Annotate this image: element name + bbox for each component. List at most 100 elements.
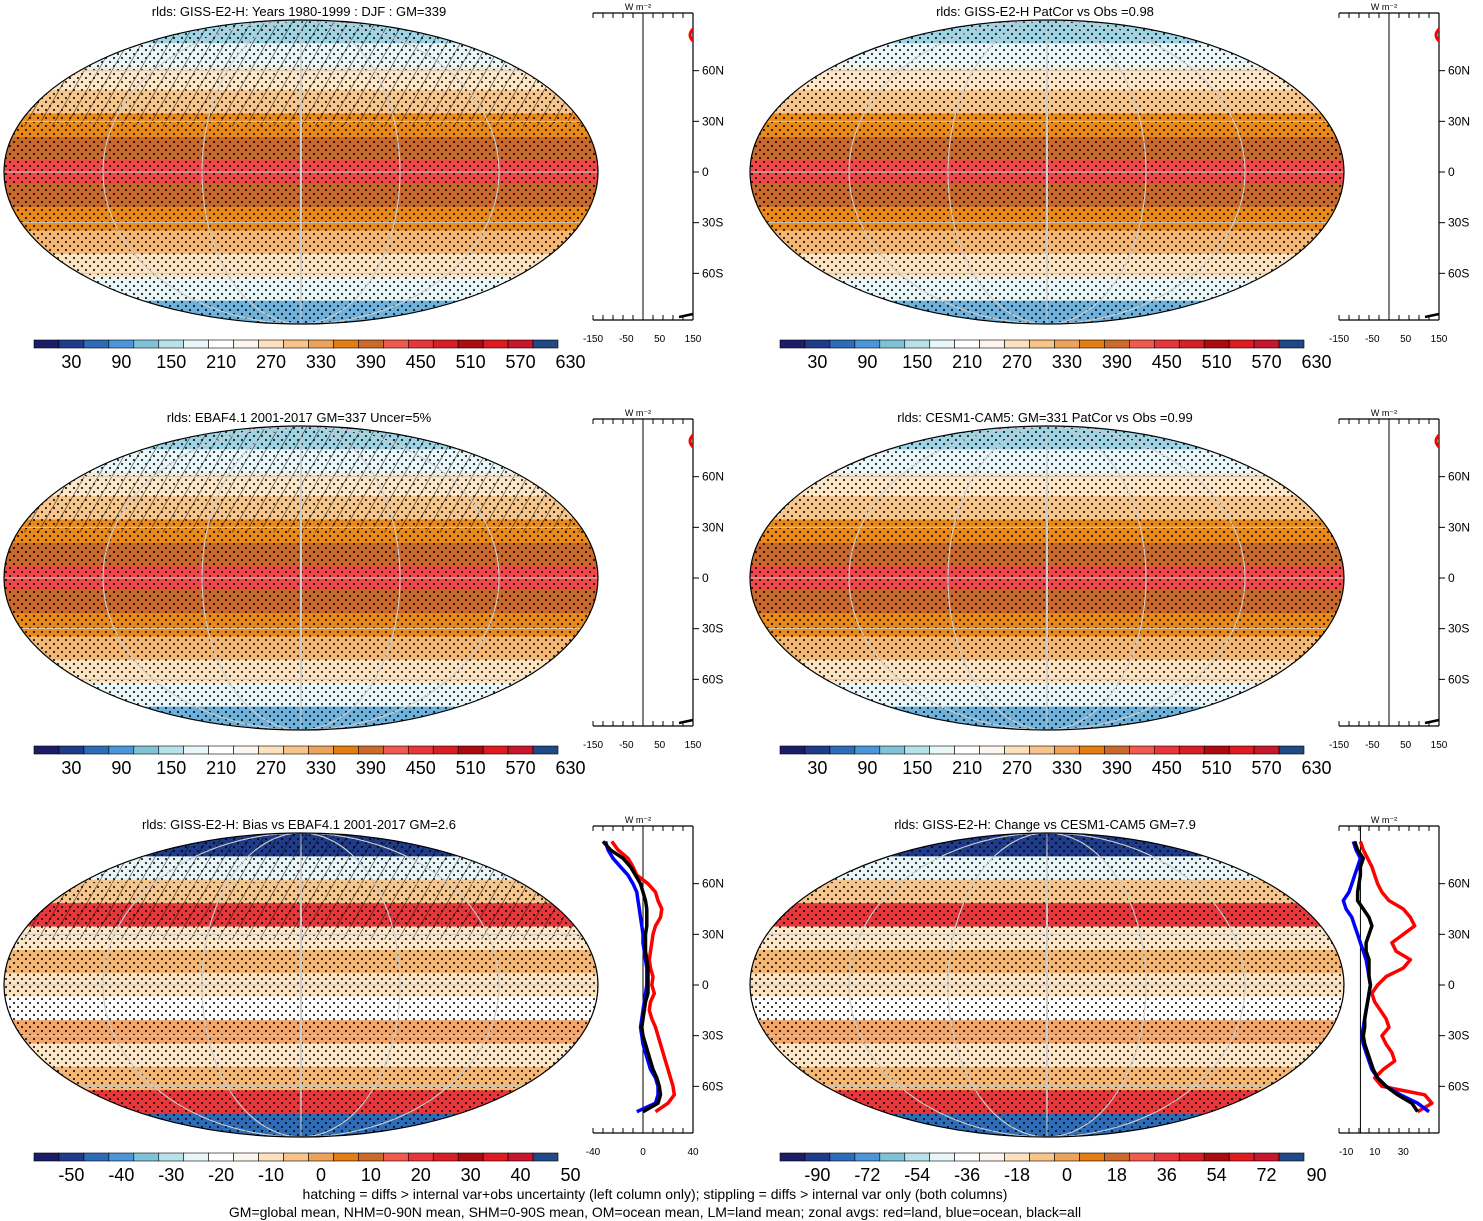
graticule-meridian xyxy=(102,20,500,324)
colorbar-swatch xyxy=(1079,745,1105,755)
colorbar-swatch xyxy=(1153,339,1180,349)
graticule-meridian xyxy=(848,833,1246,1137)
map-field xyxy=(4,426,598,730)
colorbar-swatch xyxy=(383,745,409,755)
lat-tick-label: 60N xyxy=(1448,64,1470,78)
map-field xyxy=(4,20,598,324)
zonal-unit-label: W m⁻² xyxy=(625,2,651,12)
colorbar-swatch xyxy=(208,745,234,755)
colorbar-swatch xyxy=(532,745,559,755)
map-field xyxy=(4,833,598,1137)
colorbar-swatch xyxy=(804,1152,831,1162)
zonal-x-tick-label: -50 xyxy=(619,334,634,345)
colorbar-swatch xyxy=(979,339,1005,349)
colorbar-swatch xyxy=(804,339,831,349)
colorbar-tick-label: 0 xyxy=(1062,1165,1072,1185)
zonal-x-tick-label: -40 xyxy=(586,1147,601,1158)
colorbar-swatch xyxy=(954,1152,980,1162)
colorbar-swatch xyxy=(929,339,955,349)
colorbar-swatch xyxy=(358,745,384,755)
colorbar-swatch xyxy=(158,1152,185,1162)
colorbar-tick-label: 450 xyxy=(406,758,436,778)
colorbar-swatch xyxy=(1178,1152,1205,1162)
colorbar-tick-label: 150 xyxy=(902,352,932,372)
zonal-unit-label: W m⁻² xyxy=(1371,2,1397,12)
graticule-meridian xyxy=(201,426,401,730)
colorbar-tick-label: 390 xyxy=(356,352,386,372)
colorbar-swatch xyxy=(407,1152,434,1162)
colorbar-tick-label: 510 xyxy=(1202,758,1232,778)
lat-tick-label: 0 xyxy=(1448,571,1455,585)
zonal-x-tick-label: -10 xyxy=(1339,1147,1354,1158)
lat-tick-label: 60N xyxy=(702,470,724,484)
colorbar-tick-label: -72 xyxy=(854,1165,880,1185)
colorbar-swatch xyxy=(929,745,955,755)
panel-title: rlds: CESM1-CAM5: GM=331 PatCor vs Obs =… xyxy=(897,410,1193,425)
graticule-meridian xyxy=(848,426,1246,730)
lat-tick-label: 0 xyxy=(1448,978,1455,992)
colorbar-swatch xyxy=(1079,339,1105,349)
lat-tick-label: 30N xyxy=(702,927,724,941)
colorbar-swatch xyxy=(1153,745,1180,755)
map-border xyxy=(3,425,599,731)
colorbar-swatch xyxy=(233,339,259,349)
colorbar-tick-label: 270 xyxy=(256,352,286,372)
colorbar-tick-label: 0 xyxy=(316,1165,326,1185)
graticule-meridian xyxy=(1046,20,1048,324)
colorbar-tick-label: 72 xyxy=(1257,1165,1277,1185)
graticule-meridian xyxy=(300,20,302,324)
zonal-x-tick-label: 50 xyxy=(1400,334,1412,345)
lat-tick-label: 60S xyxy=(1448,266,1469,280)
zonal-series-black xyxy=(1353,840,1420,1113)
colorbar-swatch xyxy=(1029,339,1055,349)
colorbar-tick-label: 20 xyxy=(411,1165,431,1185)
colorbar-swatch xyxy=(1079,1152,1105,1162)
colorbar-tick-label: 30 xyxy=(61,758,81,778)
colorbar-swatch xyxy=(308,1152,334,1162)
colorbar-swatch xyxy=(432,1152,459,1162)
zonal-mean-plot: W m⁻² -150 -50 50 150 60N 30N 0 30S 60S xyxy=(1329,2,1470,345)
colorbar-swatch xyxy=(979,745,1005,755)
zonal-x-tick-label: 150 xyxy=(685,334,702,345)
colorbar-swatch xyxy=(879,745,906,755)
colorbar-swatch xyxy=(1153,1152,1180,1162)
colorbar-swatch xyxy=(33,745,60,755)
colorbar-swatch xyxy=(407,339,434,349)
zonal-x-tick-label: -50 xyxy=(1365,334,1380,345)
graticule-meridian xyxy=(300,833,302,1137)
map-border xyxy=(749,832,1345,1138)
lat-tick-label: 60S xyxy=(1448,1079,1469,1093)
zonal-x-tick-label: -50 xyxy=(619,740,634,751)
colorbar-tick-label: 90 xyxy=(111,352,131,372)
colorbar-swatch xyxy=(1278,745,1305,755)
colorbar-swatch xyxy=(829,745,856,755)
colorbar-swatch xyxy=(779,745,806,755)
zonal-series-blue xyxy=(603,840,660,1114)
colorbar-swatch xyxy=(1203,745,1230,755)
graticule-meridian xyxy=(102,833,500,1137)
colorbar: 30 90 150 210 270 330 390 450 510 570 630 xyxy=(779,745,1331,778)
colorbar-tick-label: 210 xyxy=(206,352,236,372)
colorbar-swatch xyxy=(507,745,534,755)
colorbar-swatch xyxy=(333,1152,359,1162)
colorbar-tick-label: 90 xyxy=(857,758,877,778)
zonal-unit-label: W m⁻² xyxy=(625,408,651,418)
colorbar-tick-label: 390 xyxy=(1102,758,1132,778)
zonal-offscale-mark xyxy=(678,312,694,319)
colorbar-tick-label: 40 xyxy=(511,1165,531,1185)
colorbar-swatch xyxy=(432,745,459,755)
colorbar-swatch xyxy=(979,1152,1005,1162)
graticule-meridian xyxy=(201,833,401,1137)
colorbar-tick-label: 450 xyxy=(406,352,436,372)
colorbar-swatch xyxy=(854,745,881,755)
colorbar-swatch xyxy=(1203,339,1230,349)
colorbar: 30 90 150 210 270 330 390 450 510 570 630 xyxy=(33,745,585,778)
panel-title: rlds: GISS-E2-H: Bias vs EBAF4.1 2001-20… xyxy=(142,817,456,832)
zonal-x-tick-label: -150 xyxy=(583,740,603,751)
colorbar-swatch xyxy=(1004,339,1030,349)
zonal-offscale-mark xyxy=(688,433,695,449)
colorbar-tick-label: 510 xyxy=(456,352,486,372)
colorbar-tick-label: 210 xyxy=(952,352,982,372)
colorbar-tick-label: 30 xyxy=(61,352,81,372)
colorbar-swatch xyxy=(532,1152,559,1162)
